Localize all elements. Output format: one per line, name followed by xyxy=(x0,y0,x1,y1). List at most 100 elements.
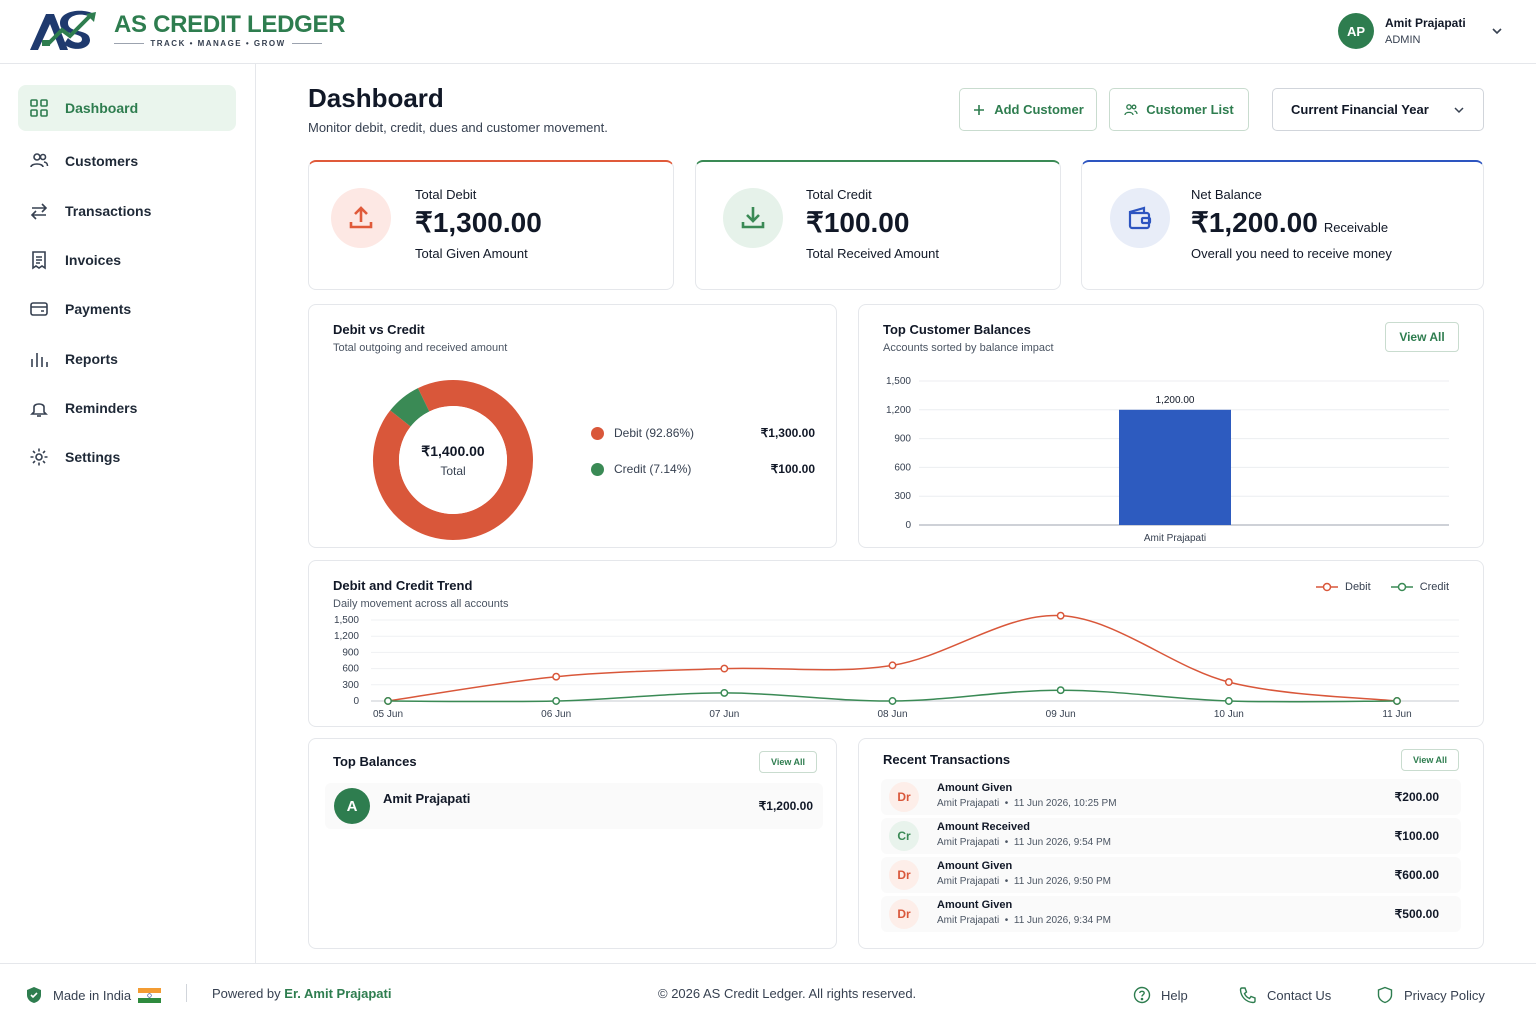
stat-value: ₹100.00 xyxy=(806,207,910,238)
sidebar-item-transactions[interactable]: Transactions xyxy=(18,188,236,234)
legend-label-debit: Debit xyxy=(1345,581,1371,593)
x-tick-label: 05 Jun xyxy=(373,709,403,720)
stat-suffix: Receivable xyxy=(1323,220,1389,235)
avatar: AP xyxy=(1338,13,1374,49)
customer-list-button[interactable]: Customer List xyxy=(1109,88,1249,131)
users-icon xyxy=(1124,103,1138,115)
user-menu[interactable]: AP Amit Prajapati ADMIN xyxy=(1338,13,1504,49)
legend-debit: Debit (92.86%) ₹1,300.00 xyxy=(591,426,815,440)
data-point-credit xyxy=(720,688,729,697)
footer: Made in India Powered by Er. Amit Prajap… xyxy=(0,963,1536,1024)
user-role: ADMIN xyxy=(1385,34,1421,46)
transaction-meta: Amit Prajapati • 11 Jun 2026, 10:25 PM xyxy=(937,798,1117,809)
legend-label-credit: Credit xyxy=(1419,581,1450,593)
bar-chart: 0 300 600 900 1,200 1,500 1,200.00 Amit Prajapa… xyxy=(886,376,1449,544)
transaction-row[interactable]: Dr Amount Given Amit Prajapati • 11 Jun … xyxy=(881,896,1461,932)
card-title: Debit vs Credit xyxy=(333,322,425,337)
logo-icon xyxy=(30,10,96,50)
view-all-button[interactable]: View All xyxy=(1401,749,1459,771)
data-point-credit xyxy=(1224,697,1233,705)
period-value: Current Financial Year xyxy=(1291,102,1429,117)
stat-card-total-credit: Total Credit ₹100.00 Total Received Amou… xyxy=(695,160,1061,290)
bell-icon xyxy=(30,403,48,417)
transaction-title: Amount Given xyxy=(937,782,1013,794)
data-point-debit xyxy=(720,664,729,673)
wallet-icon xyxy=(1110,188,1170,248)
top-customer-balances-card: Top Customer Balances Accounts sorted by… xyxy=(858,304,1484,548)
y-tick-label: 600 xyxy=(342,664,359,675)
shield-icon xyxy=(1377,986,1393,1004)
card-subtitle: Daily movement across all accounts xyxy=(333,598,509,610)
data-point-credit xyxy=(888,697,897,705)
transaction-row[interactable]: Cr Amount Received Amit Prajapati • 11 J… xyxy=(881,818,1461,854)
x-tick-label: 10 Jun xyxy=(1214,709,1244,720)
y-tick-label: 300 xyxy=(894,491,911,502)
avatar: A xyxy=(334,788,370,824)
balance-row[interactable]: A Amit Prajapati ₹1,200.00 xyxy=(325,783,823,829)
stat-label: Total Debit xyxy=(415,187,477,202)
debit-badge: Dr xyxy=(889,899,919,929)
sidebar-item-label: Transactions xyxy=(65,203,152,219)
sidebar-item-label: Customers xyxy=(65,153,139,169)
view-all-button[interactable]: View All xyxy=(759,751,817,773)
arrows-icon xyxy=(30,203,48,220)
add-customer-button[interactable]: Add Customer xyxy=(959,88,1097,131)
card-title: Debit and Credit Trend xyxy=(333,578,473,593)
transaction-row[interactable]: Dr Amount Given Amit Prajapati • 11 Jun … xyxy=(881,779,1461,815)
period-select[interactable]: Current Financial Year xyxy=(1272,88,1484,131)
y-tick-label: 900 xyxy=(342,647,359,658)
contact-link[interactable]: Contact Us xyxy=(1239,986,1331,1004)
copyright: © 2026 AS Credit Ledger. All rights rese… xyxy=(658,986,917,1001)
powered-by-link[interactable]: Er. Amit Prajapati xyxy=(284,986,392,1001)
sidebar-item-invoices[interactable]: Invoices xyxy=(18,237,236,283)
help-link[interactable]: Help xyxy=(1133,986,1188,1004)
transaction-meta: Amit Prajapati • 11 Jun 2026, 9:34 PM xyxy=(937,915,1111,926)
transaction-meta: Amit Prajapati • 11 Jun 2026, 9:50 PM xyxy=(937,876,1111,887)
x-tick-label: 06 Jun xyxy=(541,709,571,720)
card-subtitle: Accounts sorted by balance impact xyxy=(883,342,1054,354)
sidebar-item-reminders[interactable]: Reminders xyxy=(18,385,236,431)
bar-chart-icon xyxy=(31,353,48,367)
x-tick-label: Amit Prajapati xyxy=(1144,533,1206,544)
upload-icon xyxy=(331,188,391,248)
legend-dot xyxy=(591,426,604,440)
card-title: Recent Transactions xyxy=(883,752,1011,767)
privacy-link[interactable]: Privacy Policy xyxy=(1376,986,1485,1004)
bar-data-label: 1,200.00 xyxy=(1156,395,1195,406)
card-subtitle: Total outgoing and received amount xyxy=(333,342,508,354)
sidebar-item-label: Dashboard xyxy=(65,100,139,116)
chevron-down-icon[interactable] xyxy=(1490,24,1504,38)
stat-card-total-debit: Total Debit ₹1,300.00 Total Given Amount xyxy=(308,160,674,290)
legend-dot xyxy=(591,462,604,476)
view-all-button[interactable]: View All xyxy=(1385,322,1459,352)
stat-value: ₹1,300.00 xyxy=(415,207,542,238)
card-title: Top Balances xyxy=(333,754,417,769)
y-tick-label: 1,500 xyxy=(886,376,911,387)
recent-transactions-card: Recent Transactions View All Dr Amount G… xyxy=(858,738,1484,949)
transaction-amount: ₹100.00 xyxy=(1394,829,1439,843)
plus-icon xyxy=(974,104,985,115)
sidebar-item-reports[interactable]: Reports xyxy=(18,336,236,382)
page-title: Dashboard xyxy=(308,83,444,113)
legend-amount: ₹1,300.00 xyxy=(760,426,815,440)
transaction-row[interactable]: Dr Amount Given Amit Prajapati • 11 Jun … xyxy=(881,857,1461,893)
debit-vs-credit-card: Debit vs Credit Total outgoing and recei… xyxy=(308,304,837,548)
trend-legend: Debit Credit xyxy=(1316,581,1449,593)
user-name: Amit Prajapati xyxy=(1385,16,1466,30)
y-tick-label: 300 xyxy=(342,680,359,691)
balance-amount: ₹1,200.00 xyxy=(758,799,813,813)
donut-chart xyxy=(373,380,533,540)
data-point-debit xyxy=(1224,678,1233,687)
donut-slice xyxy=(390,388,430,427)
donut-slice xyxy=(373,380,533,540)
sidebar-item-payments[interactable]: Payments xyxy=(18,286,236,332)
sidebar-item-dashboard[interactable]: Dashboard xyxy=(18,85,236,131)
made-in-india: Made in India xyxy=(25,986,162,1004)
data-point-credit xyxy=(1393,697,1401,705)
legend-label: Credit (7.14%) xyxy=(614,462,692,476)
sidebar-item-settings[interactable]: Settings xyxy=(18,434,236,480)
page-subtitle: Monitor debit, credit, dues and customer… xyxy=(308,120,608,135)
data-point-credit xyxy=(1056,686,1065,695)
sidebar-item-customers[interactable]: Customers xyxy=(18,138,236,184)
powered-by: Powered by Er. Amit Prajapati xyxy=(212,986,391,1001)
